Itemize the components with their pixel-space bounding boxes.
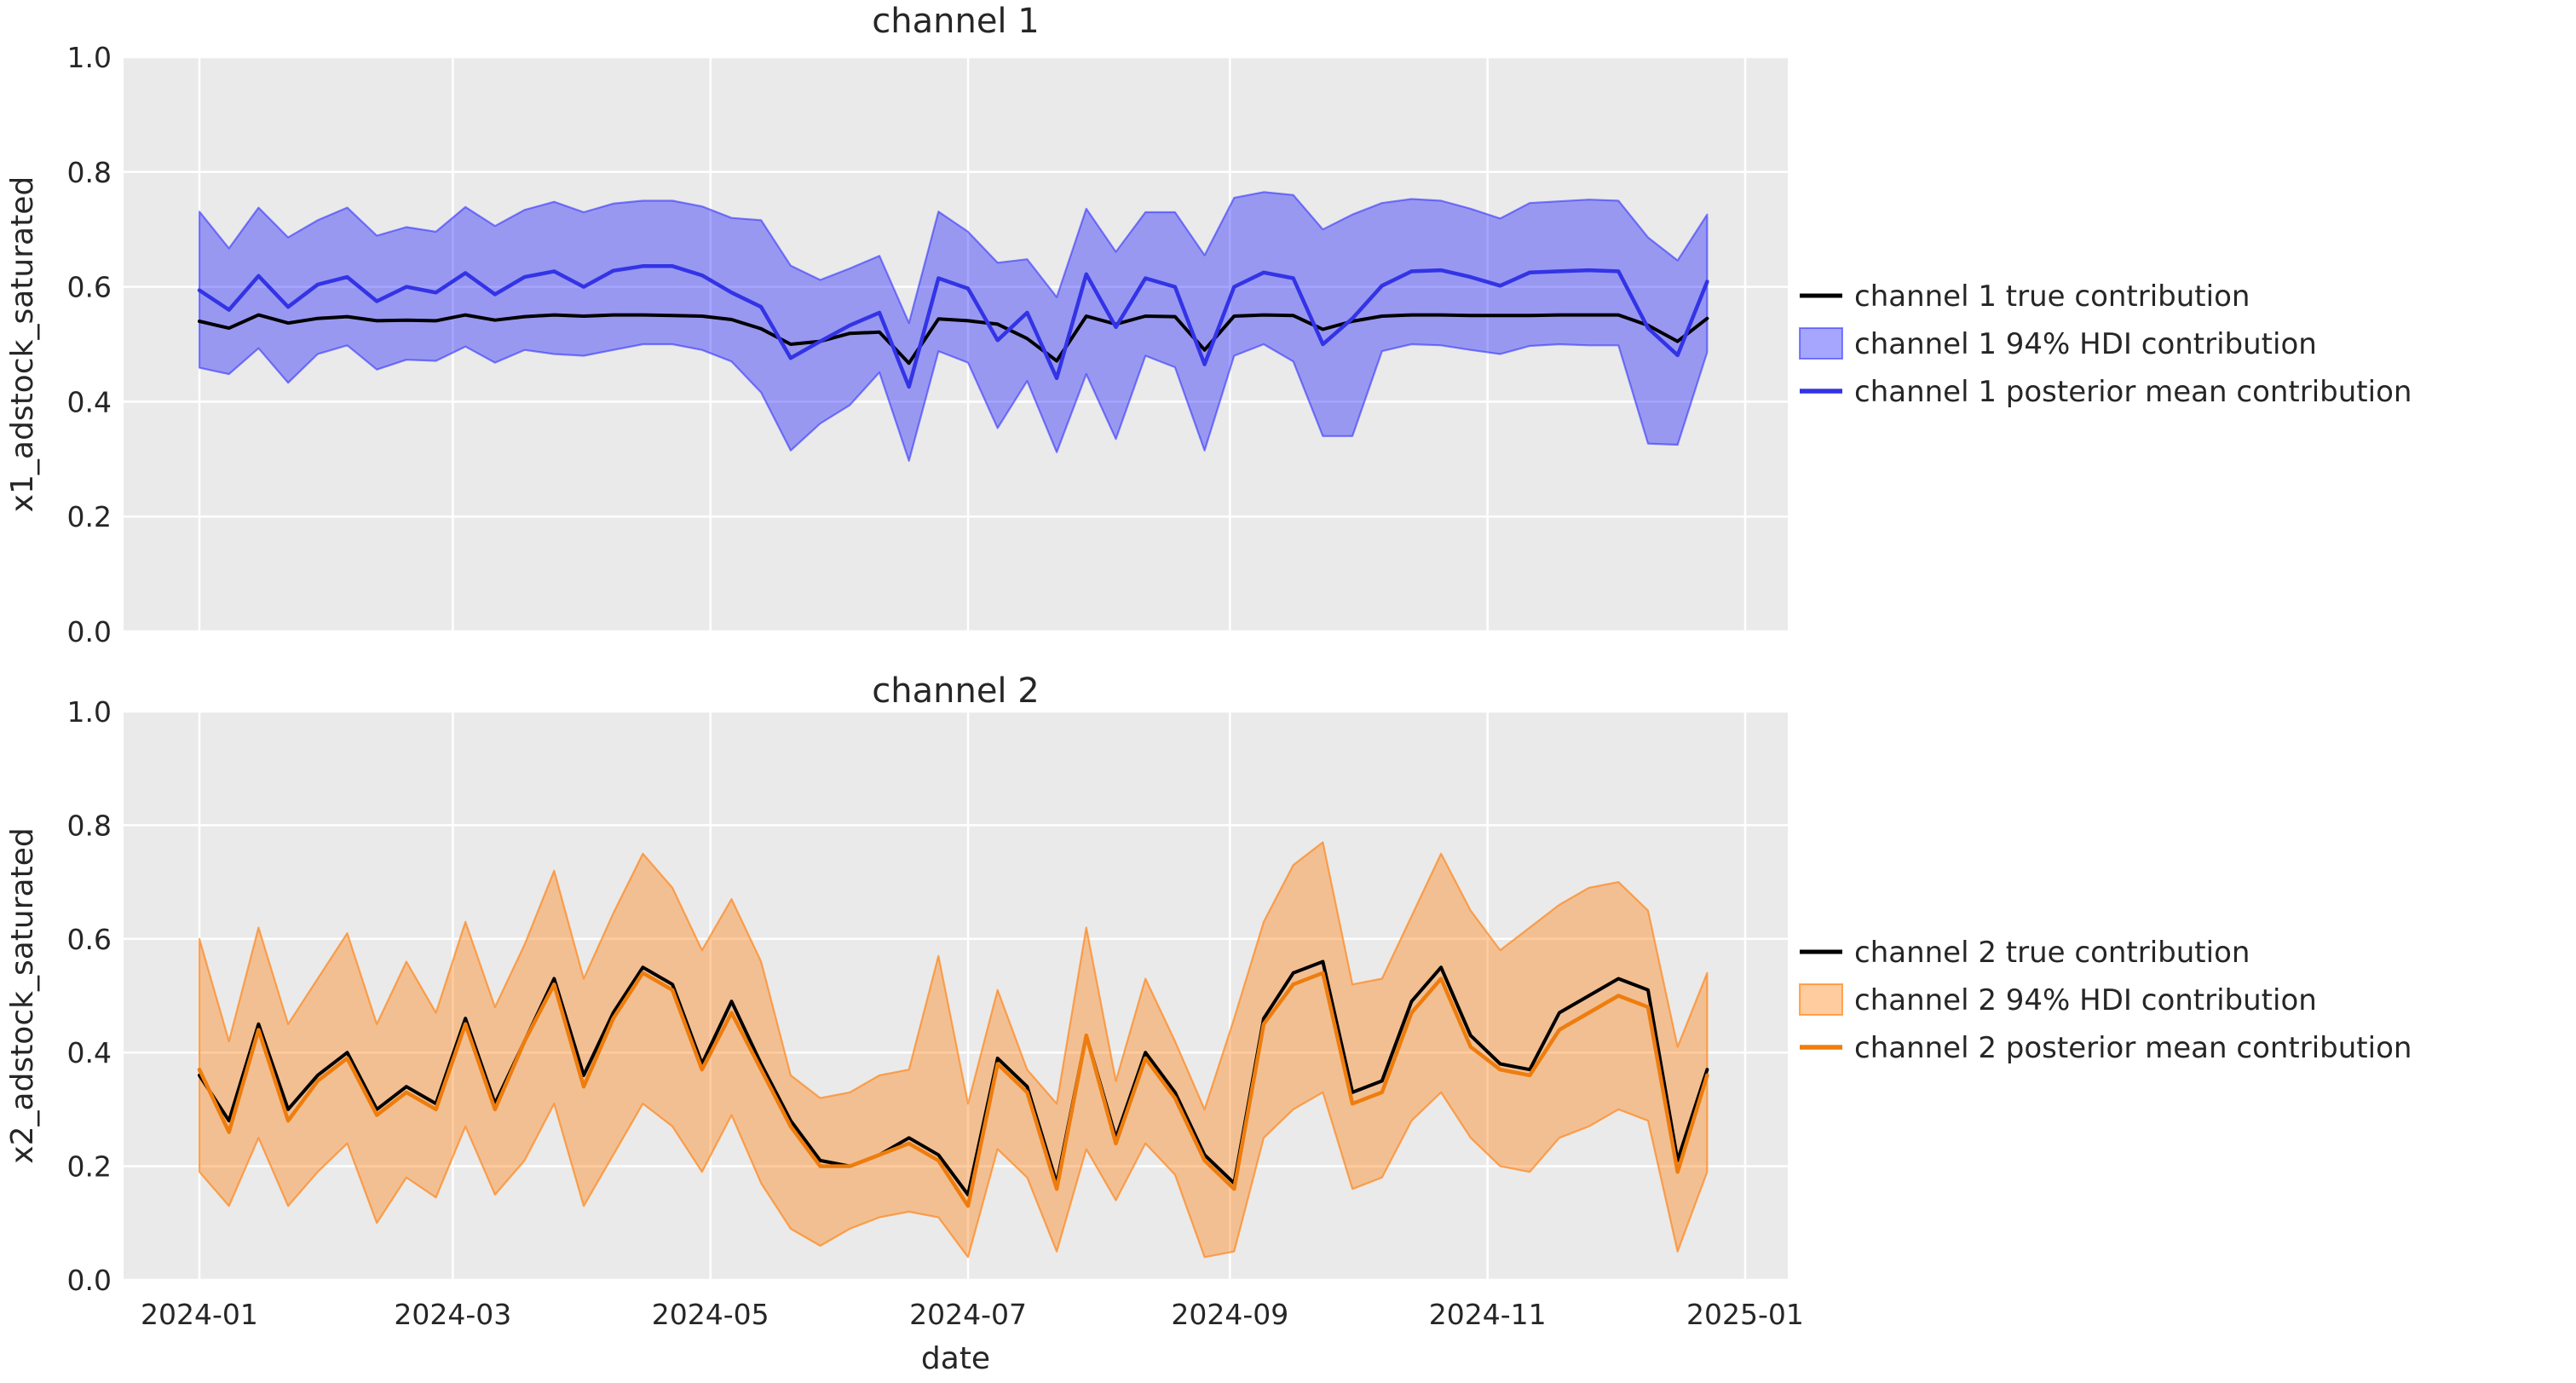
x-tick-label: 2024-07 (909, 1298, 1027, 1331)
hdi-band-channel-2 (198, 841, 1709, 1259)
x-tick-label: 2025-01 (1686, 1298, 1804, 1331)
legend-label: channel 1 true contribution (1854, 279, 2250, 314)
x-tick-label: 2024-11 (1429, 1298, 1547, 1331)
y-tick-label: 0.8 (67, 156, 112, 189)
legend-label: channel 1 94% HDI contribution (1854, 327, 2317, 361)
chart-title-channel-2: channel 2 (872, 671, 1039, 711)
y-tick-label: 0.2 (67, 1150, 112, 1184)
y-axis-label-channel-1: x1_adstock_saturated (5, 176, 40, 512)
posterior-mean-line-channel-2 (197, 971, 1709, 1208)
y-tick-label: 0.6 (67, 271, 112, 304)
y-tick-label: 1.0 (67, 41, 112, 74)
legend-label: channel 2 94% HDI contribution (1854, 983, 2317, 1017)
legend-label: channel 2 true contribution (1854, 936, 2250, 970)
posterior-mean-line-channel-1 (197, 264, 1709, 389)
chart-title-channel-1: channel 1 (872, 2, 1039, 41)
y-axis-label-channel-2: x2_adstock_saturated (5, 827, 40, 1163)
y-tick-label: 1.0 (67, 695, 112, 729)
y-tick-label: 0.8 (67, 809, 112, 842)
legend-hdi-patch-sample (1799, 983, 1843, 1016)
legend-label: channel 1 posterior mean contribution (1854, 375, 2412, 409)
hdi-band-channel-1 (198, 191, 1709, 462)
x-tick-label: 2024-01 (141, 1298, 258, 1331)
true-contribution-line-channel-1 (198, 313, 1709, 366)
x-axis-label: date (921, 1341, 990, 1376)
x-tick-label: 2024-05 (652, 1298, 769, 1331)
y-tick-label: 0.6 (67, 923, 112, 956)
legend-hdi-patch-sample (1799, 327, 1843, 360)
y-tick-label: 0.0 (67, 1264, 112, 1297)
legend-label: channel 2 posterior mean contribution (1854, 1031, 2412, 1065)
x-tick-label: 2024-03 (394, 1298, 511, 1331)
y-tick-label: 0.4 (67, 1036, 112, 1069)
x-tick-label: 2024-09 (1171, 1298, 1288, 1331)
y-tick-label: 0.2 (67, 500, 112, 533)
y-tick-label: 0.0 (67, 615, 112, 648)
plot-area-channel-1 (124, 57, 1788, 631)
y-tick-label: 0.4 (67, 385, 112, 418)
